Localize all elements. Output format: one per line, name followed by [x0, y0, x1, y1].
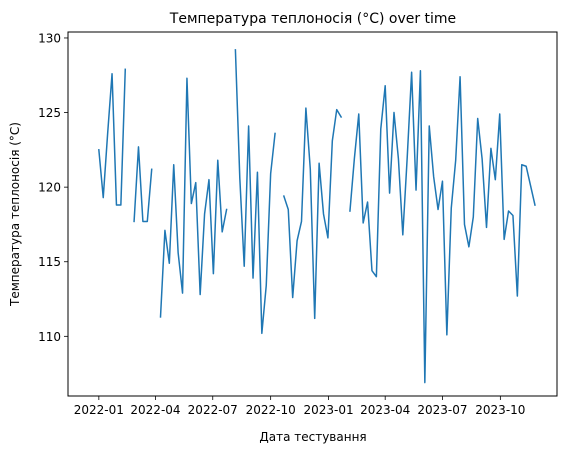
series-line-segment: [282, 107, 343, 320]
chart-title: Температура теплоносія (°C) over time: [169, 11, 456, 27]
x-tick-label: 2023-10: [475, 403, 525, 417]
x-tick-label: 2023-04: [360, 403, 410, 417]
series-line-segment: [349, 70, 536, 384]
x-tick-label: 2023-01: [303, 403, 353, 417]
x-axis-label: Дата тестування: [259, 430, 366, 444]
x-axis: 2022-01 2022-04 2022-07 2022-10 2023-01 2023-…: [74, 396, 525, 417]
y-axis-label: Температура теплоносія (°C): [8, 122, 22, 307]
y-tick-label: 130: [38, 31, 61, 45]
y-axis: 110 115 120 125 130: [38, 31, 68, 344]
y-tick-label: 120: [38, 181, 61, 195]
x-tick-label: 2022-01: [74, 403, 124, 417]
series-line-segment: [98, 68, 127, 206]
series-line-segment: [159, 77, 228, 318]
x-tick-label: 2023-07: [417, 403, 467, 417]
x-tick-label: 2022-04: [130, 403, 180, 417]
series-layer: [98, 49, 536, 384]
y-tick-label: 125: [38, 106, 61, 120]
plot-frame: [67, 31, 558, 397]
y-tick-label: 115: [38, 255, 61, 269]
series-line-segment: [133, 146, 153, 223]
x-tick-label: 2022-07: [188, 403, 238, 417]
series-line-segment: [234, 49, 276, 335]
y-tick-label: 110: [38, 330, 61, 344]
x-tick-label: 2022-10: [246, 403, 296, 417]
